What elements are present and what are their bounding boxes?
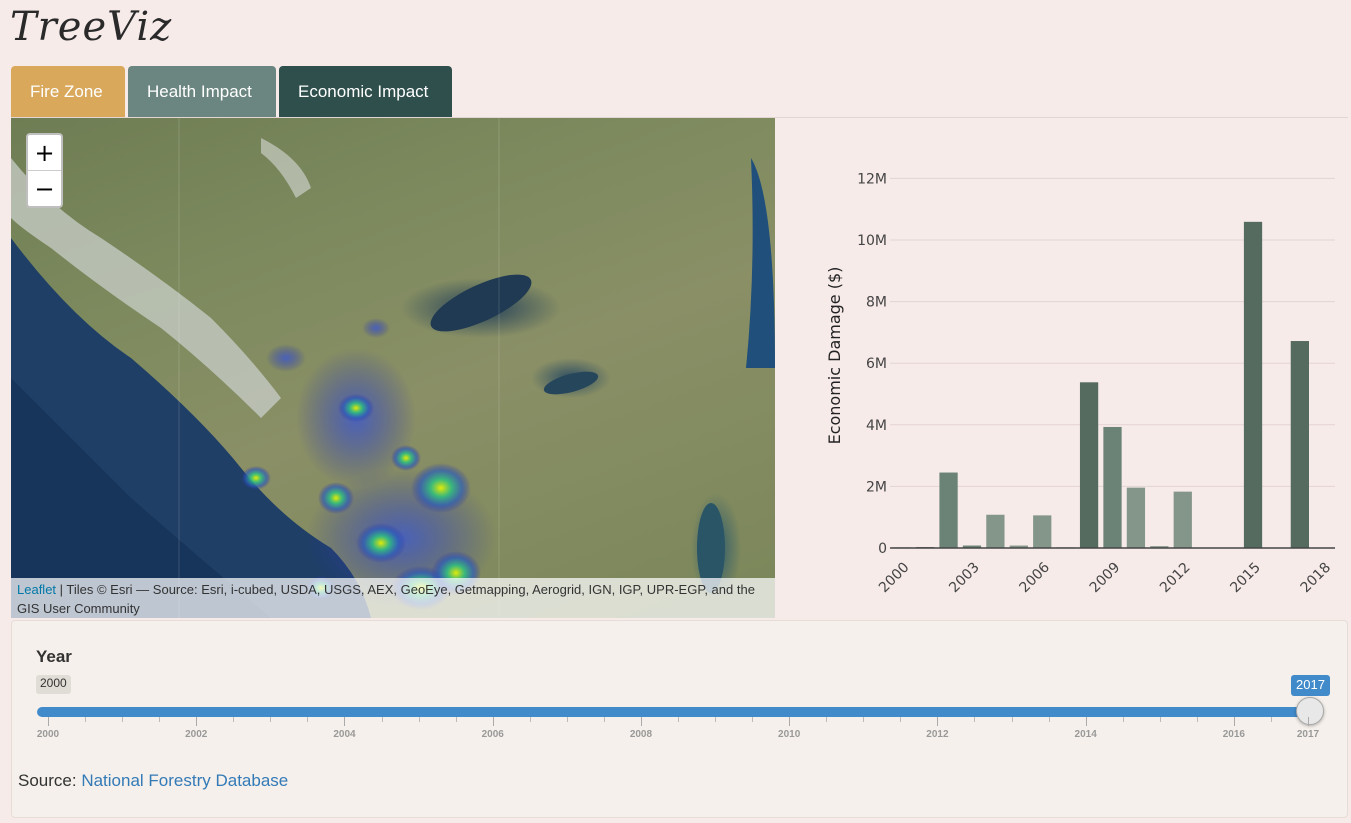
slider-tick-label: 2012 bbox=[926, 729, 949, 740]
economic-damage-chart: 0 2M 4M 6M 8M 10M 12M 2000 2003 2006 2009 2012 2015 2… bbox=[775, 118, 1351, 618]
source-prefix: Source: bbox=[18, 771, 82, 790]
tab-divider bbox=[11, 117, 1348, 118]
slider-tick bbox=[492, 717, 494, 726]
slider-tick bbox=[1011, 717, 1013, 722]
slider-tick-label: 2000 bbox=[36, 729, 60, 740]
source-line: Source: National Forestry Database bbox=[18, 771, 288, 791]
slider-tick bbox=[1270, 717, 1272, 722]
slider-tick bbox=[752, 717, 754, 722]
slider-tick bbox=[233, 717, 235, 722]
slider-tick bbox=[159, 717, 161, 722]
tab-bar: Fire Zone Health Impact Economic Impact bbox=[11, 66, 455, 118]
app-title: TreeViz bbox=[10, 4, 173, 50]
y-tick-label: 0 bbox=[878, 541, 887, 557]
y-axis-title: Economic Damage ($) bbox=[825, 267, 844, 445]
slider-tick bbox=[196, 717, 198, 726]
bar[interactable] bbox=[1126, 487, 1146, 548]
slider-tick bbox=[1122, 717, 1124, 722]
bar[interactable] bbox=[1033, 515, 1052, 548]
slider-tick-label: 2004 bbox=[333, 729, 356, 740]
slider-tick bbox=[529, 717, 531, 722]
slider-tick bbox=[1085, 717, 1087, 726]
slider-tick-label: 2017 bbox=[1296, 729, 1320, 740]
slider-tick bbox=[344, 717, 346, 726]
slider-min-badge: 2000 bbox=[36, 675, 71, 694]
map-imagery bbox=[11, 118, 775, 618]
bar[interactable] bbox=[1173, 491, 1192, 548]
y-tick-label: 10M bbox=[857, 233, 887, 249]
x-tick-label: 2006 bbox=[1017, 559, 1054, 596]
attribution-text: | Tiles © Esri — Source: Esri, i-cubed, … bbox=[17, 582, 755, 616]
source-link[interactable]: National Forestry Database bbox=[81, 771, 289, 790]
slider-tick-label: 2008 bbox=[629, 729, 653, 740]
slider-tick bbox=[715, 717, 717, 722]
slider-tick bbox=[122, 717, 124, 722]
tab-fire-zone[interactable]: Fire Zone bbox=[11, 66, 125, 118]
slider-tick bbox=[48, 717, 49, 726]
bar[interactable] bbox=[939, 472, 958, 548]
bar[interactable] bbox=[962, 545, 982, 548]
slider-tick bbox=[974, 717, 976, 722]
slider-tick bbox=[603, 717, 605, 722]
zoom-out-button[interactable]: − bbox=[34, 174, 55, 203]
slider-tick bbox=[863, 717, 865, 722]
slider-tick bbox=[640, 717, 642, 726]
slider-tick-label: 2016 bbox=[1222, 729, 1245, 740]
x-tick-label: 2012 bbox=[1157, 560, 1194, 597]
zoom-in-button[interactable]: + bbox=[28, 135, 61, 171]
slider-tick bbox=[937, 717, 939, 726]
y-tick-label: 12M bbox=[857, 171, 887, 187]
slider-tick bbox=[826, 717, 828, 722]
tab-economic-impact[interactable]: Economic Impact bbox=[279, 66, 452, 118]
slider-tick bbox=[900, 717, 902, 722]
slider-tick bbox=[1233, 717, 1235, 726]
leaflet-link[interactable]: Leaflet bbox=[17, 582, 57, 597]
slider-tick bbox=[307, 717, 309, 722]
slider-track[interactable] bbox=[37, 707, 1309, 717]
x-tick-label: 2018 bbox=[1298, 560, 1335, 597]
year-slider-panel: Year 2000 2017 2000 2002 2004 2006 2008 2010 2… bbox=[11, 620, 1348, 818]
slider-ticks: 2000 2002 2004 2006 2008 2010 2012 2014 2016 2017 bbox=[12, 717, 1349, 747]
slider-tick bbox=[455, 717, 457, 722]
slider-tick bbox=[85, 717, 87, 722]
zoom-control: + − bbox=[26, 133, 63, 208]
slider-handle[interactable] bbox=[1296, 697, 1324, 725]
slider-tick bbox=[270, 717, 272, 722]
slider-tick-label: 2006 bbox=[481, 729, 504, 740]
slider-tick bbox=[566, 717, 568, 722]
slider-tick-label: 2014 bbox=[1074, 729, 1097, 740]
y-tick-label: 6M bbox=[866, 356, 887, 372]
slider-tick bbox=[1196, 717, 1198, 722]
x-tick-label: 2003 bbox=[946, 560, 983, 597]
y-tick-label: 8M bbox=[866, 295, 887, 311]
slider-tick bbox=[381, 717, 383, 722]
slider-tick bbox=[1048, 717, 1050, 722]
bar[interactable] bbox=[1150, 546, 1169, 548]
x-tick-label: 2000 bbox=[876, 560, 913, 597]
year-slider-label: Year bbox=[36, 647, 72, 666]
bar[interactable] bbox=[1009, 545, 1028, 548]
bar[interactable] bbox=[1290, 341, 1310, 548]
y-tick-label: 4M bbox=[866, 418, 887, 434]
tab-health-impact[interactable]: Health Impact bbox=[128, 66, 276, 118]
bar[interactable] bbox=[986, 514, 1005, 548]
slider-tick bbox=[1308, 717, 1309, 726]
slider-tick-label: 2002 bbox=[185, 729, 208, 740]
map-view[interactable]: + − Leaflet | Tiles © Esri — Source: Esr… bbox=[11, 118, 775, 618]
bar[interactable] bbox=[1079, 382, 1099, 548]
slider-tick bbox=[1159, 717, 1161, 722]
y-tick-label: 2M bbox=[866, 479, 887, 495]
slider-value-badge: 2017 bbox=[1291, 675, 1330, 696]
bar[interactable] bbox=[1103, 426, 1122, 548]
bar-chart-svg: 0 2M 4M 6M 8M 10M 12M 2000 2003 2006 2009 2012 2015 2… bbox=[825, 171, 1335, 597]
x-tick-label: 2009 bbox=[1087, 560, 1124, 597]
slider-tick bbox=[678, 717, 679, 722]
bar[interactable] bbox=[1243, 221, 1263, 548]
map-attribution: Leaflet | Tiles © Esri — Source: Esri, i… bbox=[11, 578, 775, 618]
slider-tick bbox=[789, 717, 791, 726]
slider-tick-label: 2010 bbox=[778, 729, 801, 740]
slider-tick bbox=[418, 717, 420, 722]
x-tick-label: 2015 bbox=[1227, 560, 1264, 597]
